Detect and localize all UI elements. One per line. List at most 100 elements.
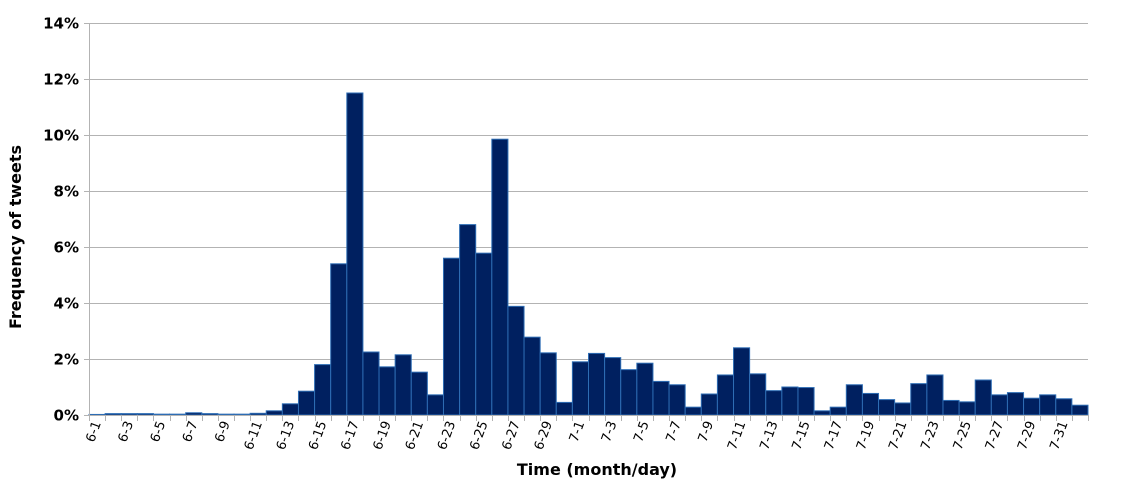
x-tick-label: 7-13 <box>757 419 781 452</box>
y-tick-label: 6% <box>54 239 79 257</box>
bar-6-30 <box>555 401 573 416</box>
bar-6-5 <box>152 413 171 416</box>
bar-6-2 <box>104 413 122 416</box>
bar-7-10 <box>716 374 735 416</box>
x-tick-label: 6-1 <box>84 419 105 444</box>
bar-6-25 <box>475 252 493 416</box>
bar-7-4 <box>620 369 638 416</box>
bar-7-2 <box>588 352 606 416</box>
bar-6-29 <box>539 352 557 416</box>
bar-7-24 <box>942 399 960 416</box>
bar-7-26 <box>974 379 992 416</box>
bar-7-23 <box>926 374 944 416</box>
bar-6-18 <box>362 351 380 416</box>
bar-6-16 <box>330 263 348 416</box>
bar-8-1 <box>1071 404 1089 416</box>
bar-7-17 <box>829 406 847 416</box>
x-tick-label: 6-25 <box>467 419 491 452</box>
bar-6-20 <box>394 354 412 416</box>
bar-6-22 <box>426 394 444 416</box>
bar-6-11 <box>249 412 267 416</box>
y-tick-labels: 0% 2% 4% 6% 8% 10% 12% 14% <box>43 15 79 425</box>
x-tick-label: 6-23 <box>435 419 459 452</box>
bar-7-25 <box>958 401 976 416</box>
x-tick-label: 7-27 <box>983 419 1007 452</box>
bar-7-27 <box>990 394 1008 416</box>
x-tick-label: 7-3 <box>599 419 620 444</box>
bar-7-3 <box>604 357 622 416</box>
bar-7-20 <box>878 399 896 416</box>
bar-7-6 <box>652 380 670 416</box>
bar-6-21 <box>410 371 428 416</box>
x-tick-label: 6-15 <box>306 419 330 452</box>
x-tick-label: 7-31 <box>1047 419 1071 452</box>
bar-6-19 <box>378 366 396 416</box>
axes <box>84 23 1089 421</box>
bar-7-14 <box>781 386 799 416</box>
bar-7-5 <box>636 362 654 416</box>
bar-7-28 <box>1006 392 1025 416</box>
y-tick-label: 8% <box>54 183 79 201</box>
x-tick-label: 6-5 <box>148 419 169 444</box>
bar-7-19 <box>861 392 880 416</box>
bar-6-13 <box>281 403 299 416</box>
bar-7-29 <box>1023 397 1041 416</box>
y-axis-title: Frequency of tweets <box>6 145 25 329</box>
x-tick-label: 6-29 <box>532 419 556 452</box>
bar-6-3 <box>120 413 138 416</box>
bar-7-15 <box>797 387 815 416</box>
bar-6-4 <box>136 413 154 416</box>
x-tick-label: 7-17 <box>822 419 846 452</box>
bar-7-12 <box>749 373 767 416</box>
x-tick-label: 6-27 <box>500 419 524 452</box>
bar-7-7 <box>668 384 686 416</box>
x-tick-label: 6-9 <box>212 419 233 444</box>
bar-6-10 <box>233 413 251 416</box>
x-tick-label: 7-15 <box>790 419 814 452</box>
bar-7-21 <box>894 402 912 416</box>
bars <box>88 92 1089 416</box>
bar-6-14 <box>297 390 316 416</box>
x-tick-label: 6-21 <box>403 419 427 452</box>
bar-7-1 <box>571 361 590 416</box>
bar-7-22 <box>910 383 928 416</box>
x-tick-label: 7-23 <box>918 419 942 452</box>
x-tick-label: 7-7 <box>664 419 685 444</box>
bar-6-15 <box>314 364 332 416</box>
y-tick-label: 14% <box>43 15 79 33</box>
bar-6-1 <box>88 413 106 416</box>
x-tick-label: 7-5 <box>631 419 652 444</box>
bar-7-16 <box>813 410 831 416</box>
x-tick-label: 6-3 <box>116 419 137 444</box>
bar-6-28 <box>523 336 541 416</box>
bar-7-30 <box>1039 394 1057 416</box>
gridlines <box>89 23 1088 360</box>
bar-6-26 <box>491 138 509 416</box>
y-tick-label: 2% <box>54 351 79 369</box>
x-tick-label: 7-11 <box>725 419 749 452</box>
bar-7-18 <box>845 384 863 416</box>
x-tick-label: 6-11 <box>242 419 266 452</box>
bar-6-8 <box>201 413 219 416</box>
x-axis-title: Time (month/day) <box>517 460 677 479</box>
bar-7-8 <box>684 406 702 416</box>
x-tick-label: 7-25 <box>951 419 975 452</box>
x-tick-label: 7-21 <box>886 419 910 452</box>
x-tick-label: 6-7 <box>180 419 201 444</box>
x-tick-label: 7-1 <box>567 419 588 444</box>
bar-7-9 <box>700 393 718 416</box>
bar-6-24 <box>459 224 477 416</box>
bar-6-7 <box>185 412 203 416</box>
bar-6-9 <box>217 413 235 416</box>
y-tick-label: 12% <box>43 71 79 89</box>
bar-6-6 <box>169 413 187 416</box>
bar-7-11 <box>733 347 751 416</box>
bar-7-31 <box>1055 398 1073 416</box>
bar-6-23 <box>442 257 461 416</box>
x-tick-label: 6-17 <box>338 419 362 452</box>
bar-6-12 <box>265 410 283 416</box>
x-tick-labels: 6-1 6-3 6-5 6-7 6-9 6-11 6-13 6-15 6-17 6-19 6-21 6… <box>84 419 1072 452</box>
x-tick-label: 6-19 <box>371 419 395 452</box>
x-tick-label: 7-19 <box>854 419 878 452</box>
